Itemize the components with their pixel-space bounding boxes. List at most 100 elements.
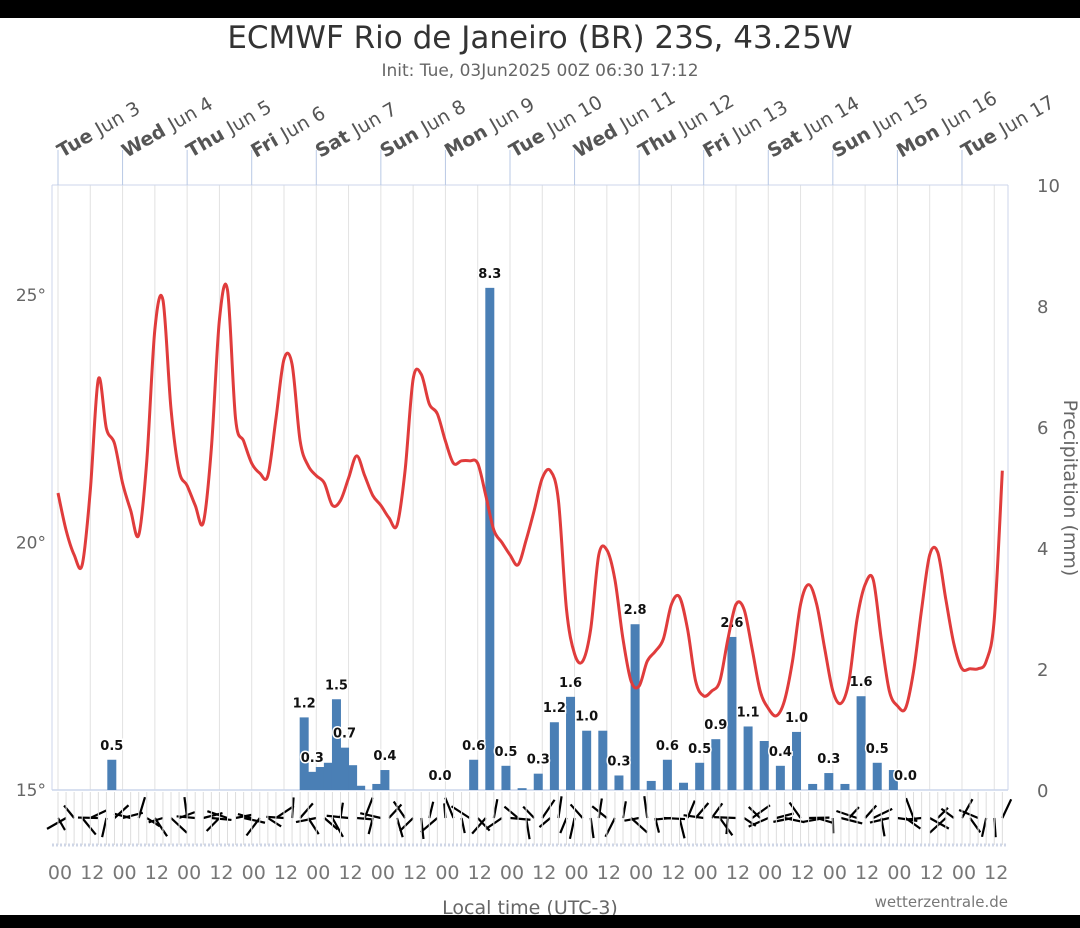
precip-bar [549,722,559,790]
precip-bar [695,762,705,790]
wind-arrow-icon [559,817,568,834]
wind-arrow-icon [624,816,640,822]
wind-arrow-icon [522,805,535,819]
precip-data-label: 1.6 [850,675,873,690]
time-tick-label: 00 [500,862,524,884]
time-tick-label: 00 [564,862,588,884]
precip-bar [107,759,117,790]
precip-bar [340,747,350,790]
precip-data-label: 0.5 [494,745,517,760]
precip-data-label: 0.3 [527,753,550,768]
precip-bar [759,740,769,790]
precip-data-label: 0.3 [301,751,324,766]
wind-arrow-icon [961,798,974,819]
wind-arrow-icon [153,817,168,837]
precip-bar [372,783,382,790]
precip-bar [380,770,390,790]
time-tick-label: 00 [694,862,718,884]
wind-arrow-icon [388,803,403,819]
precip-bar [775,765,785,790]
precip-data-label: 1.5 [325,678,348,693]
time-tick-label: 00 [177,862,201,884]
precip-data-label: 0.7 [333,727,356,742]
wind-arrow-icon [864,804,878,819]
time-tick-label: 12 [726,862,750,884]
wind-arrow-icon [776,812,794,820]
time-tick-label: 12 [790,862,814,884]
wind-arrow-icon [541,799,556,819]
wind-arrow-icon [245,817,261,837]
wind-arrow-icon [450,805,471,819]
wind-arrow-icon [597,798,603,819]
precip-bar [356,785,366,790]
precip-bar [888,770,898,790]
time-tick-label: 12 [209,862,233,884]
precip-data-label: 0.5 [100,739,123,754]
wind-arrow-icon [399,817,414,832]
wind-arrow-icon [356,816,372,821]
time-tick-label: 00 [112,862,136,884]
time-tick-label: 12 [403,862,427,884]
right-axis-title: Precipitation (mm) [1059,400,1080,577]
precip-bar [582,730,592,790]
precip-data-label: 1.1 [737,705,760,720]
right-tick-label: 4 [1037,539,1048,560]
wind-arrow-icon [267,817,282,828]
wind-arrow-icon [840,816,863,825]
wind-arrow-icon [237,813,253,820]
precip-bar [792,731,802,790]
precip-bar [872,762,882,790]
time-tick-label: 00 [823,862,847,884]
wind-arrow-icon [538,817,552,828]
precip-bar [679,782,689,790]
time-tick-label: 12 [274,862,298,884]
precip-bar [824,773,834,790]
wind-arrow-icon [243,816,266,824]
precip-data-label: 8.3 [478,267,501,282]
wind-arrow-icon [299,802,314,819]
wind-arrow-icon [295,816,317,824]
wind-arrow-icon [747,806,761,819]
wind-arrow-icon [392,800,406,819]
precip-data-label: 0.3 [817,752,840,767]
time-tick-label: 12 [597,862,621,884]
chart-title: ECMWF Rio de Janeiro (BR) 23S, 43.25W [227,20,853,56]
precip-bar [469,759,479,790]
wind-arrow-icon [569,803,584,819]
right-tick-label: 2 [1037,660,1048,681]
wind-arrow-icon [460,817,466,834]
precip-bar [856,696,866,790]
time-tick-label: 12 [468,862,492,884]
time-tick-label: 12 [661,862,685,884]
wind-arrow-icon [275,805,295,819]
wind-arrow-icon [678,817,686,839]
wind-arrow-icon [803,816,825,823]
wind-arrow-icon [331,817,344,838]
precip-bar [485,287,495,790]
x-axis-title: Local time (UTC-3) [442,897,618,919]
precip-bar [808,783,818,790]
bottom-black-bar [0,915,1080,928]
wind-arrow-icon [568,817,576,840]
wind-arrow-icon [148,816,164,824]
wind-arrow-icon [113,804,130,819]
wind-arrow-icon [444,797,455,819]
wind-arrow-icon [211,816,232,822]
precip-bar [501,765,511,790]
wind-arrow-icon [395,817,404,838]
precip-bar [566,696,576,790]
time-tick-label: 00 [242,862,266,884]
wind-arrow-icon [46,817,67,830]
time-tick-label: 00 [435,862,459,884]
precip-bar [533,773,543,790]
wind-arrow-icon [904,797,915,819]
chart-subtitle: Init: Tue, 03Jun2025 00Z 06:30 17:12 [381,61,699,81]
wind-arrow-icon [176,815,196,820]
wind-arrow-icon [206,810,228,820]
precip-data-label: 0.4 [373,749,396,764]
wind-arrow-icon [940,807,955,819]
time-tick-label: 00 [371,862,395,884]
precip-data-label: 0.6 [462,739,485,754]
precip-bar [598,730,608,790]
precip-bar [323,762,333,790]
